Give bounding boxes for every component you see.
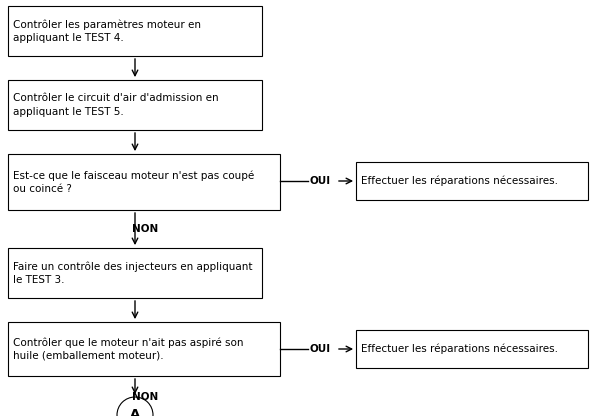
Text: Contrôler le circuit d'air d'admission en
appliquant le TEST 5.: Contrôler le circuit d'air d'admission e…	[13, 94, 219, 116]
Text: Est-ce que le faisceau moteur n'est pas coupé
ou coincé ?: Est-ce que le faisceau moteur n'est pas …	[13, 170, 254, 194]
Bar	[8, 80, 262, 130]
Bar	[8, 6, 262, 56]
Text: Contrôler que le moteur n'ait pas aspiré son
huile (emballement moteur).: Contrôler que le moteur n'ait pas aspiré…	[13, 337, 244, 361]
Bar	[8, 154, 280, 210]
Text: NON: NON	[132, 224, 158, 234]
Text: Faire un contrôle des injecteurs en appliquant
le TEST 3.: Faire un contrôle des injecteurs en appl…	[13, 261, 253, 285]
Text: NON: NON	[132, 392, 158, 402]
Text: Effectuer les réparations nécessaires.: Effectuer les réparations nécessaires.	[361, 176, 558, 186]
Text: Contrôler les paramètres moteur en
appliquant le TEST 4.: Contrôler les paramètres moteur en appli…	[13, 19, 201, 43]
Bar	[356, 162, 588, 200]
Text: Effectuer les réparations nécessaires.: Effectuer les réparations nécessaires.	[361, 344, 558, 354]
Text: OUI: OUI	[310, 344, 331, 354]
Text: A: A	[130, 409, 140, 416]
Bar	[8, 322, 280, 376]
Text: OUI: OUI	[310, 176, 331, 186]
Bar	[8, 248, 262, 298]
Bar	[356, 330, 588, 368]
